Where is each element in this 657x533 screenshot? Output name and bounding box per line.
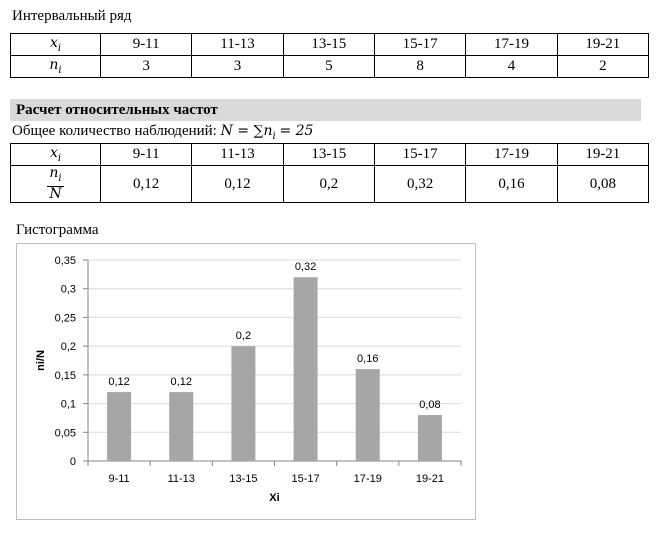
row-label: xi <box>10 33 101 56</box>
y-tick-label: 0 <box>70 456 76 468</box>
formula-sub: i <box>272 131 276 142</box>
x-tick-label: 19-21 <box>416 473 444 485</box>
formula: N = ∑ <box>220 123 264 139</box>
data-label: 0,32 <box>295 261 316 273</box>
math-base: n <box>49 57 59 73</box>
y-tick-label: 0,1 <box>61 399 76 411</box>
table-cell: 0,32 <box>373 165 467 203</box>
table-cell: 0,12 <box>99 165 193 203</box>
math-base: N <box>49 186 62 202</box>
formula-result: = 25 <box>279 123 314 139</box>
chart: 0 0,05 0,1 0,15 0,2 0,25 0,3 0,35 9-11 0,12 11-13 0… <box>16 243 476 520</box>
y-tick-label: 0,25 <box>55 312 76 324</box>
math-base: x <box>49 145 58 161</box>
table-cell: 2 <box>556 55 650 78</box>
x-tick-label: 9-11 <box>108 473 129 485</box>
denominator: N <box>49 186 61 202</box>
math-sub: i <box>58 65 62 76</box>
table-cell: 9-11 <box>99 143 193 166</box>
x-axis-label: Xi <box>269 492 279 504</box>
y-tick-label: 0,3 <box>61 284 76 296</box>
y-tick-label: 0,05 <box>55 427 76 439</box>
table-row: ni 3 3 5 8 4 2 <box>10 55 650 78</box>
math-sub: i <box>57 43 62 54</box>
table-cell: 15-17 <box>373 143 467 166</box>
row-label: ni <box>10 55 101 78</box>
data-label: 0,08 <box>419 399 440 411</box>
bar <box>355 369 380 461</box>
table-cell: 9-11 <box>99 33 193 56</box>
bar <box>417 415 442 461</box>
table-cell: 13-15 <box>282 33 375 56</box>
table-cell: 19-21 <box>556 143 650 166</box>
data-label: 0,12 <box>171 376 192 388</box>
numerator: ni <box>47 165 64 187</box>
y-tick-label: 0,35 <box>55 255 76 267</box>
math-base: x <box>49 35 58 51</box>
table-cell: 11-13 <box>191 143 284 166</box>
x-tick-label: 17-19 <box>354 473 382 485</box>
table-cell: 13-15 <box>282 143 375 166</box>
y-tick-label: 0,15 <box>55 370 76 382</box>
total-text: Общее количество наблюдений: <box>12 123 217 139</box>
x-tick-label: 11-13 <box>168 473 195 485</box>
bar <box>169 392 194 461</box>
data-label: 0,12 <box>108 376 129 388</box>
total-line: Общее количество наблюдений: N = ∑ni = 2… <box>12 121 313 147</box>
table-row: xi 9-11 11-13 13-15 15-17 17-19 19-21 <box>10 143 650 166</box>
math-base: n <box>49 165 59 181</box>
table-cell: 0,08 <box>556 165 650 203</box>
x-tick-label: 13-15 <box>229 473 257 485</box>
table-cell: 3 <box>191 55 284 78</box>
data-label: 0,2 <box>236 330 251 342</box>
table-cell: 3 <box>99 55 193 78</box>
bar <box>293 277 318 461</box>
table-cell: 0,12 <box>191 165 284 203</box>
math-sub-wrap: i <box>58 43 61 54</box>
section-title: Расчет относительных частот <box>10 99 641 121</box>
math-sub-wrap: i <box>58 153 61 164</box>
table-cell: 5 <box>282 55 375 78</box>
interval-table: xi 9-11 11-13 13-15 15-17 17-19 19-21 ni 3 3 5 8 4 2 <box>10 33 650 78</box>
bar <box>107 392 132 461</box>
bar <box>231 346 256 461</box>
section-title: Гистограмма <box>16 222 99 238</box>
x-tick-label: 15-17 <box>292 473 320 485</box>
table-cell: 0,2 <box>282 165 375 203</box>
table-cell: 19-21 <box>556 33 650 56</box>
table-cell: 15-17 <box>373 33 467 56</box>
y-axis-label: ni/N <box>35 350 47 371</box>
table-cell: 11-13 <box>191 33 284 56</box>
table-row: xi 9-11 11-13 13-15 15-17 17-19 19-21 <box>10 33 650 56</box>
math-sub: i <box>57 153 62 164</box>
relative-table: xi 9-11 11-13 13-15 15-17 17-19 19-21 ni N 0,12 0,… <box>10 143 650 203</box>
table-cell: 17-19 <box>465 33 558 56</box>
table-cell: 8 <box>373 55 467 78</box>
y-tick-label: 0,2 <box>61 341 76 353</box>
math-sub-wrap: i <box>58 65 61 76</box>
section-title: Интервальный ряд <box>12 8 132 24</box>
fraction: ni N <box>47 165 64 202</box>
table-cell: 4 <box>465 55 558 78</box>
formula-var: n <box>263 123 273 139</box>
row-label: ni N <box>10 165 101 203</box>
math-sub: i <box>58 173 62 184</box>
math-sub-wrap: i <box>58 173 61 184</box>
data-label: 0,16 <box>357 353 378 365</box>
row-label: xi <box>10 143 101 166</box>
table-cell: 17-19 <box>465 143 558 166</box>
table-cell: 0,16 <box>465 165 558 203</box>
table-row: ni N 0,12 0,12 0,2 0,32 0,16 0,08 <box>10 165 650 203</box>
